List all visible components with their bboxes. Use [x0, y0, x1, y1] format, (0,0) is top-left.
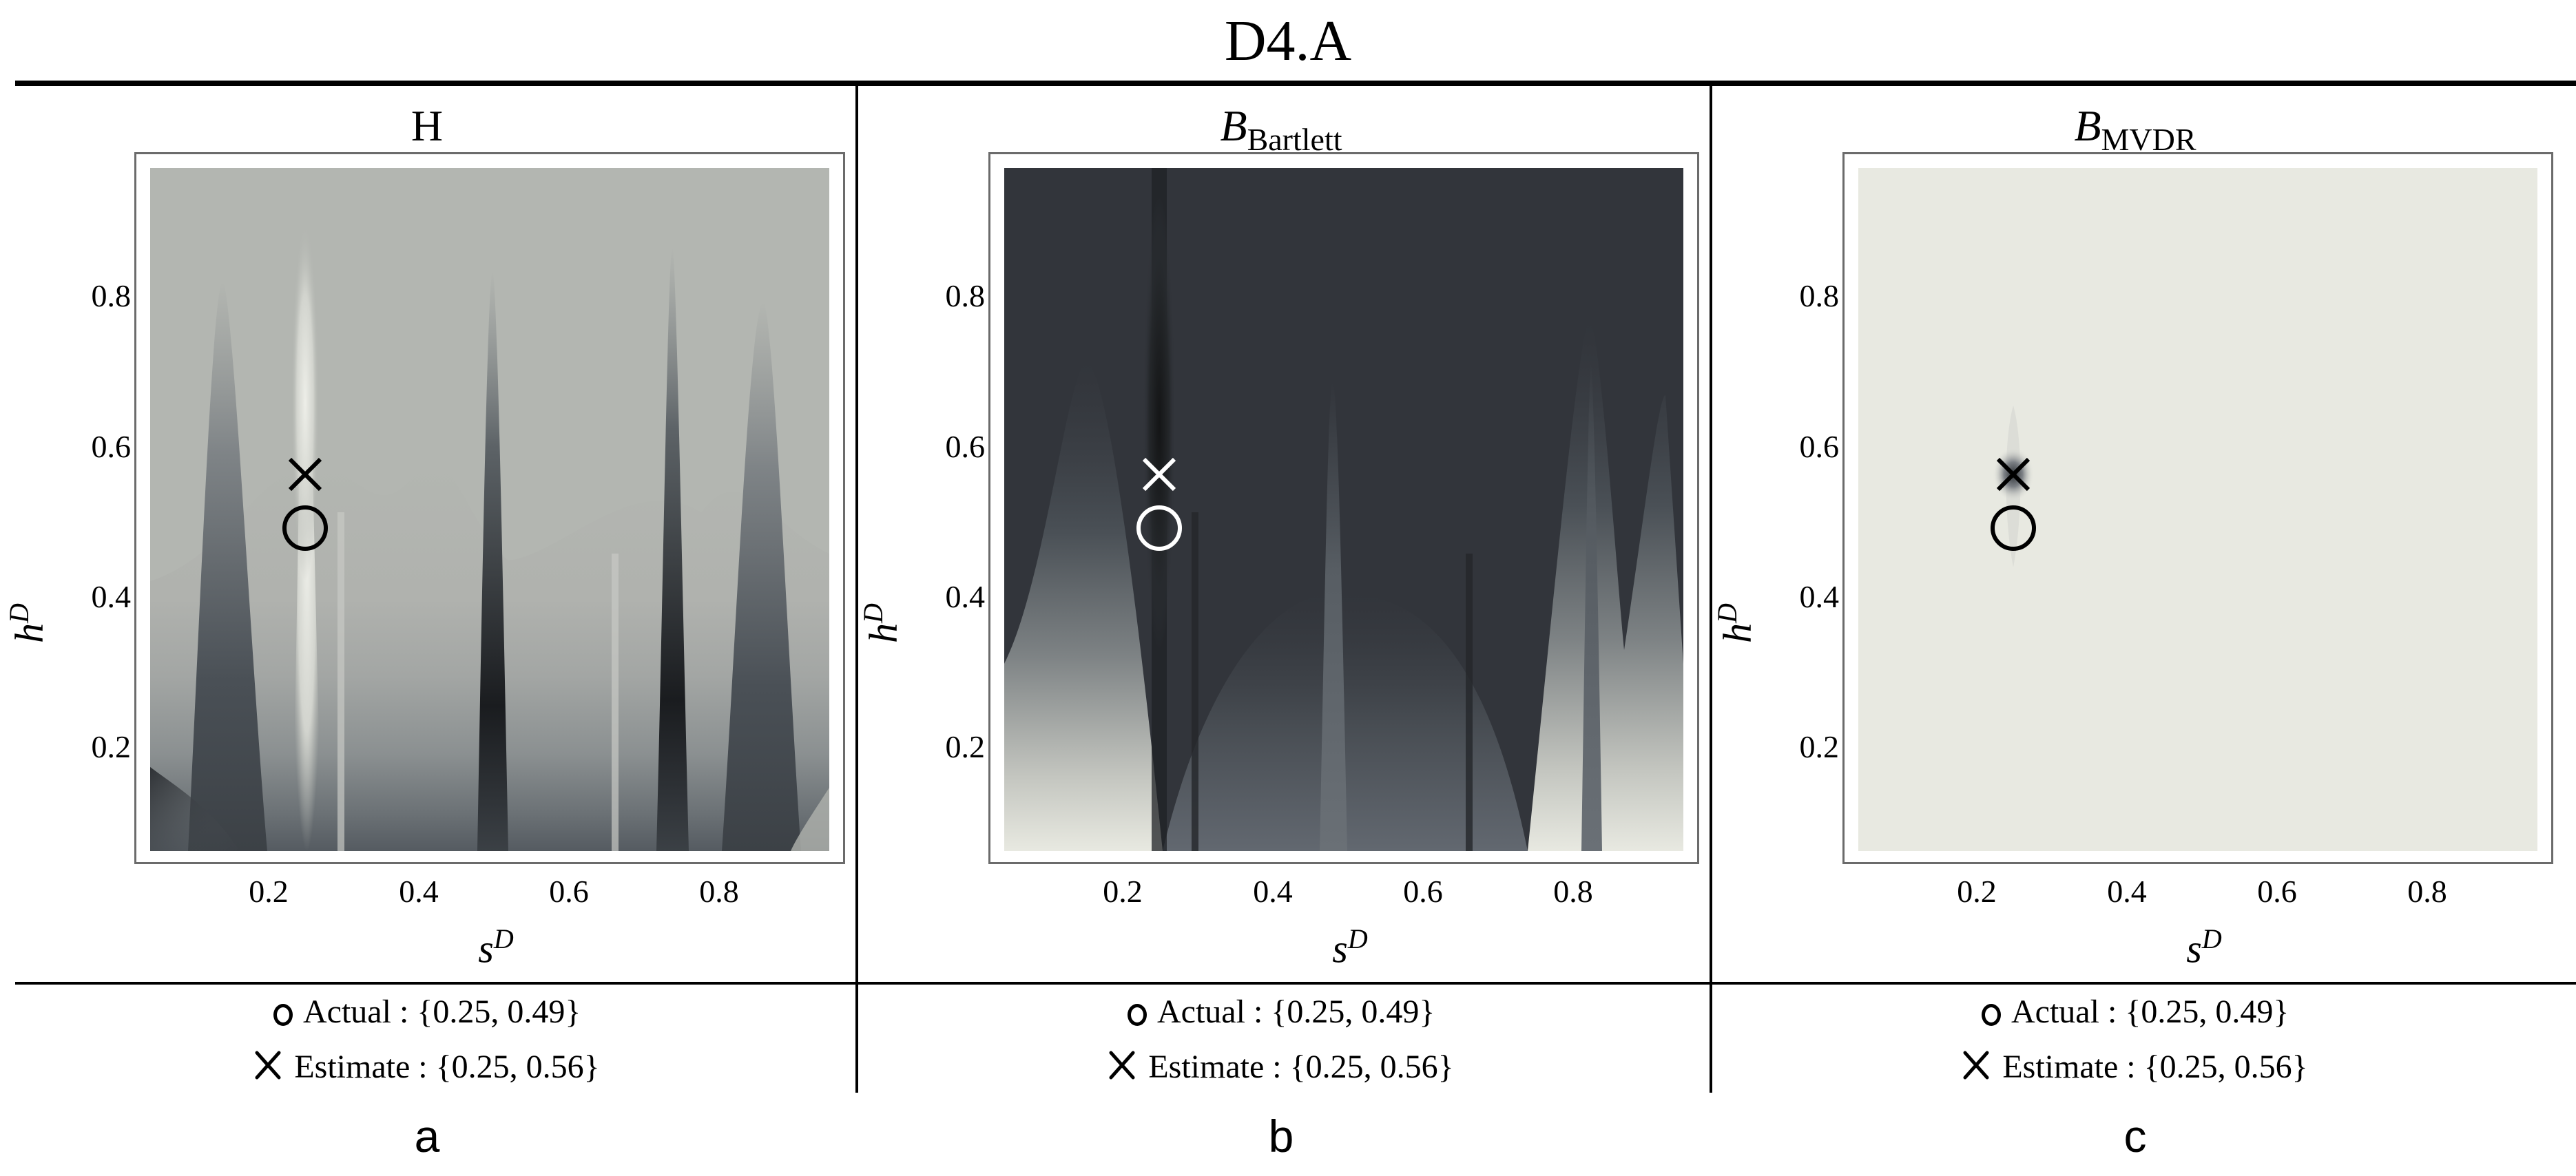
x-tick: 0.2	[1957, 874, 1997, 909]
legend-a: Actual : {0.25, 0.49} Estimate : {0.25, …	[0, 985, 854, 1102]
x-tick: 0.8	[699, 874, 739, 909]
legend-actual-label: Actual : {0.25, 0.49}	[303, 994, 581, 1030]
contour-plot	[1004, 168, 1683, 851]
x-tick: 0.6	[1403, 874, 1443, 909]
y-tick: 0.6	[945, 429, 986, 464]
circle-icon	[273, 1003, 293, 1026]
y-label-sup: D	[858, 603, 889, 623]
y-tick: 0.6	[1799, 429, 1840, 464]
plot-frame	[1842, 152, 2553, 864]
panel-title: BBartlett	[854, 98, 1708, 167]
x-label-base: s	[478, 926, 494, 972]
y-axis-label: hD	[846, 596, 905, 678]
x-label-sup: D	[493, 923, 514, 954]
estimate-marker	[1142, 457, 1176, 492]
actual-marker	[282, 505, 328, 551]
panel-divider	[855, 83, 858, 1093]
y-axis-label: hD	[0, 596, 51, 678]
estimate-marker	[1996, 457, 2030, 492]
legend-estimate-label: Estimate : {0.25, 0.56}	[2002, 1049, 2308, 1085]
panel-title-main: B	[1220, 101, 1247, 150]
legend-c: Actual : {0.25, 0.49} Estimate : {0.25, …	[1708, 985, 2562, 1102]
panel-c: BMVDR hD 0.8 0.6 0.4 0.2	[1708, 86, 2562, 981]
estimate-marker	[288, 457, 322, 492]
plot-frame	[134, 152, 845, 864]
y-label-sup: D	[1712, 603, 1743, 623]
panel-a: H hD 0.8 0.6 0.4 0.2	[0, 86, 854, 981]
y-tick: 0.6	[91, 429, 132, 464]
x-label-base: s	[2186, 926, 2202, 972]
actual-marker	[1991, 505, 2036, 551]
legend-b: Actual : {0.25, 0.49} Estimate : {0.25, …	[854, 985, 1708, 1102]
panel-b: BBartlett hD 0.8 0.6 0.4 0.2	[854, 86, 1708, 981]
circle-icon	[1127, 1003, 1147, 1026]
bottom-rule	[15, 982, 2576, 985]
legend-actual-label: Actual : {0.25, 0.49}	[2011, 994, 2289, 1030]
legend-actual: Actual : {0.25, 0.49}	[1708, 991, 2562, 1033]
x-tick: 0.4	[2107, 874, 2147, 909]
y-tick: 0.4	[945, 579, 986, 614]
panel-letter-a: a	[414, 1111, 440, 1162]
cross-icon	[1108, 1049, 1136, 1091]
x-label-sup: D	[2201, 923, 2222, 954]
figure-title: D4.A	[1224, 9, 1352, 73]
legend-estimate: Estimate : {0.25, 0.56}	[854, 1047, 1708, 1091]
x-tick: 0.6	[2257, 874, 2297, 909]
y-label-sup: D	[3, 603, 34, 623]
contour-plot	[150, 223, 829, 851]
legend-actual: Actual : {0.25, 0.49}	[0, 991, 854, 1033]
x-label-base: s	[1332, 926, 1348, 972]
legend-actual: Actual : {0.25, 0.49}	[854, 991, 1708, 1033]
x-tick: 0.8	[2407, 874, 2447, 909]
y-tick: 0.2	[91, 729, 132, 764]
y-tick: 0.8	[945, 278, 986, 313]
panel-letter-c: c	[2123, 1111, 2147, 1162]
panel-title-main: B	[2074, 101, 2101, 150]
x-tick: 0.4	[1253, 874, 1293, 909]
y-label-base: h	[6, 622, 52, 643]
cross-icon	[254, 1049, 282, 1091]
x-tick: 0.2	[1103, 874, 1143, 909]
x-tick: 0.6	[549, 874, 589, 909]
legend-estimate: Estimate : {0.25, 0.56}	[1708, 1047, 2562, 1091]
legend-estimate-label: Estimate : {0.25, 0.56}	[1148, 1049, 1454, 1085]
x-axis-label: sD	[69, 923, 923, 972]
panel-title: H	[0, 98, 854, 154]
y-tick: 0.8	[91, 278, 132, 313]
circle-icon	[1981, 1003, 2001, 1026]
panel-title-sub: Bartlett	[1247, 122, 1342, 157]
x-tick: 0.8	[1553, 874, 1593, 909]
x-tick: 0.4	[399, 874, 439, 909]
plot-frame	[988, 152, 1699, 864]
heatmap-h[interactable]	[150, 168, 829, 851]
y-tick: 0.4	[91, 579, 132, 614]
legend-actual-label: Actual : {0.25, 0.49}	[1157, 994, 1435, 1030]
y-tick: 0.4	[1799, 579, 1840, 614]
x-axis-label: sD	[1777, 923, 2576, 972]
x-axis-label: sD	[923, 923, 1777, 972]
y-axis-label: hD	[1700, 596, 1759, 678]
panel-letter-b: b	[1268, 1111, 1294, 1162]
x-tick: 0.2	[249, 874, 289, 909]
y-tick: 0.2	[945, 729, 986, 764]
legend-estimate: Estimate : {0.25, 0.56}	[0, 1047, 854, 1091]
panel-divider	[1710, 83, 1712, 1093]
y-tick: 0.2	[1799, 729, 1840, 764]
panel-title-sub: MVDR	[2101, 122, 2196, 157]
panel-title: BMVDR	[1708, 98, 2562, 167]
y-label-base: h	[1714, 622, 1760, 643]
legend-estimate-label: Estimate : {0.25, 0.56}	[294, 1049, 600, 1085]
y-label-base: h	[860, 622, 906, 643]
y-tick: 0.8	[1799, 278, 1840, 313]
contour-plot	[1993, 406, 2034, 567]
panel-title-main: H	[411, 101, 444, 150]
cross-icon	[1962, 1049, 1990, 1091]
x-label-sup: D	[1347, 923, 1368, 954]
top-rule	[15, 81, 2576, 86]
heatmap-bartlett[interactable]	[1004, 168, 1683, 851]
actual-marker	[1136, 505, 1182, 551]
heatmap-mvdr[interactable]	[1858, 168, 2537, 851]
